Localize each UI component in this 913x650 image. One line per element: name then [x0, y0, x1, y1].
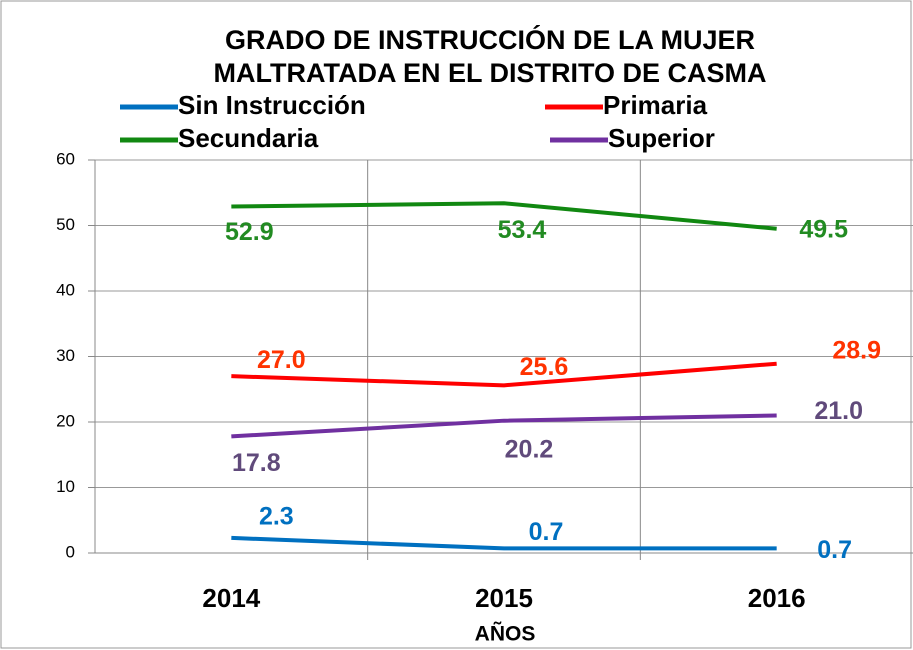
y-tick-label: 50 [56, 215, 75, 234]
legend-label: Superior [608, 123, 715, 153]
y-tick-label: 10 [56, 477, 75, 496]
legend-label: Primaria [603, 90, 708, 120]
data-label: 21.0 [814, 397, 863, 425]
y-tick-label: 20 [56, 411, 75, 430]
series-line [231, 361, 777, 388]
legend-label: Secundaria [178, 123, 319, 153]
data-label: 53.4 [498, 216, 547, 244]
data-label: 27.0 [257, 346, 306, 374]
series-line [231, 535, 777, 551]
y-tick-label: 0 [66, 542, 75, 561]
x-tick-label: 2015 [475, 583, 533, 613]
data-label: 49.5 [799, 215, 848, 243]
data-label: 25.6 [520, 353, 569, 381]
chart-title-line: MALTRATADA EN EL DISTRITO DE CASMA [214, 58, 767, 88]
x-axis-label: AÑOS [475, 623, 536, 646]
data-label: 52.9 [225, 218, 274, 246]
data-label: 2.3 [259, 503, 294, 531]
x-tick-label: 2016 [748, 583, 806, 613]
series-line [231, 413, 777, 439]
legend-label: Sin Instrucción [178, 90, 366, 120]
y-tick-label: 30 [56, 346, 75, 365]
y-tick-label: 40 [56, 280, 75, 299]
data-label: 20.2 [505, 435, 554, 463]
data-label: 17.8 [232, 449, 281, 477]
data-label: 0.7 [529, 518, 564, 546]
data-label: 0.7 [817, 536, 852, 564]
chart-title-line: GRADO DE INSTRUCCIÓN DE LA MUJER [225, 24, 755, 55]
data-label: 28.9 [832, 336, 881, 364]
series-line [231, 201, 777, 231]
y-tick-label: 60 [56, 149, 75, 168]
x-tick-label: 2014 [202, 583, 260, 613]
